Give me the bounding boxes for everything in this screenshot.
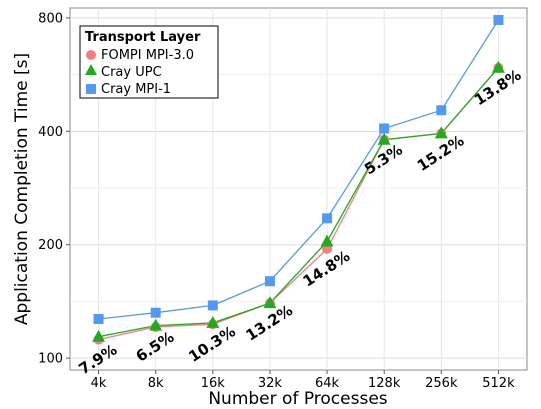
legend-label-cray-upc: Cray UPC bbox=[101, 65, 162, 80]
legend-triangle-marker bbox=[85, 64, 97, 75]
legend-circle-marker bbox=[86, 50, 96, 60]
y-tick-label: 100 bbox=[38, 352, 63, 367]
x-tick-label: 64k bbox=[315, 376, 340, 391]
x-tick-label: 16k bbox=[201, 376, 226, 391]
x-tick-label: 512k bbox=[482, 376, 515, 391]
data-point-triangle bbox=[434, 126, 448, 139]
data-point-triangle bbox=[149, 318, 163, 331]
x-tick-label: 128k bbox=[368, 376, 401, 391]
x-tick-label: 4k bbox=[91, 376, 107, 391]
legend: Transport Layer FOMPI MPI-3.0 Cray UPC C… bbox=[79, 25, 219, 99]
legend-square-marker bbox=[86, 84, 96, 94]
data-point-square bbox=[379, 123, 390, 134]
x-tick-label: 256k bbox=[425, 376, 458, 391]
data-point-triangle bbox=[491, 60, 505, 73]
data-point-square bbox=[93, 314, 104, 325]
legend-label-fompi: FOMPI MPI-3.0 bbox=[101, 48, 194, 63]
y-tick-label: 400 bbox=[38, 125, 63, 140]
x-tick-label: 8k bbox=[148, 376, 164, 391]
data-point-triangle bbox=[206, 315, 220, 328]
legend-box bbox=[79, 25, 219, 99]
legend-title: Transport Layer bbox=[85, 30, 201, 45]
x-tick-label: 32k bbox=[258, 376, 283, 391]
legend-label-cray-mpi1: Cray MPI-1 bbox=[101, 82, 171, 97]
series-line bbox=[98, 19, 499, 320]
data-point-square bbox=[436, 105, 447, 116]
data-point-triangle bbox=[320, 234, 334, 247]
axis-layer: 100 200 400 800 4k 8k 16k 32k 64k 128k 256k 512k bbox=[38, 11, 515, 391]
data-point-triangle bbox=[92, 329, 106, 342]
x-axis-title: Number of Processes bbox=[208, 389, 387, 409]
y-axis-title: Application Completion Time [s] bbox=[12, 53, 32, 325]
series-line bbox=[98, 67, 499, 338]
data-point-square bbox=[207, 300, 218, 311]
data-point-square bbox=[264, 276, 275, 287]
data-point-triangle bbox=[377, 132, 391, 145]
y-tick-label: 800 bbox=[38, 11, 63, 26]
data-point-square bbox=[150, 307, 161, 318]
data-point-square bbox=[493, 14, 504, 25]
y-tick-label: 200 bbox=[38, 238, 63, 253]
series-layer bbox=[92, 14, 505, 345]
data-point-square bbox=[322, 213, 333, 224]
data-point-triangle bbox=[263, 296, 277, 309]
